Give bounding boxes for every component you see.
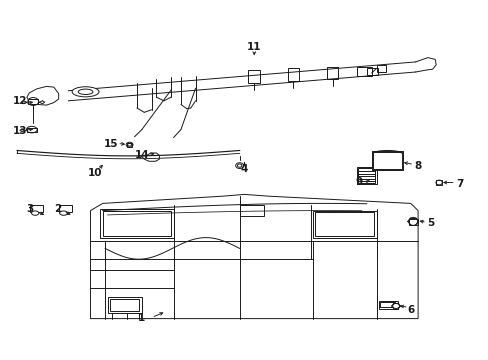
Bar [366,68,377,75]
Ellipse shape [60,211,67,215]
Ellipse shape [235,163,243,168]
Bar [372,152,401,169]
Bar [315,212,373,236]
Ellipse shape [126,142,133,147]
Text: 3: 3 [27,204,34,214]
Text: 10: 10 [88,168,102,178]
Text: 13: 13 [13,126,28,136]
Text: 9: 9 [355,177,362,187]
Bar [435,180,441,185]
Polygon shape [141,153,159,161]
Polygon shape [90,194,417,319]
Bar [107,297,142,313]
Bar [127,143,132,147]
Bar [378,301,397,309]
Bar [287,68,299,81]
Bar [239,205,264,216]
Text: 14: 14 [134,150,149,160]
Text: 5: 5 [426,218,433,228]
Text: 2: 2 [54,204,61,214]
Text: 15: 15 [104,139,119,149]
Ellipse shape [28,98,39,105]
Bar [59,205,72,212]
Ellipse shape [392,303,399,309]
Ellipse shape [435,180,441,185]
Text: 4: 4 [240,164,248,174]
Ellipse shape [408,217,417,225]
Bar [248,70,260,83]
Text: 8: 8 [414,161,421,171]
Text: 7: 7 [455,179,463,189]
Ellipse shape [72,87,99,97]
Bar [28,99,38,104]
Bar [356,67,371,76]
Text: 1: 1 [138,312,145,323]
Bar [326,67,338,79]
Bar [30,205,42,212]
Bar [27,128,37,132]
Text: 12: 12 [13,96,28,106]
Bar [110,299,139,311]
Polygon shape [27,86,59,105]
Bar [380,302,394,307]
Bar [356,167,376,184]
Bar [358,168,374,183]
Bar [102,211,171,236]
Text: 11: 11 [246,42,261,52]
Bar [408,219,417,225]
Bar [312,211,376,238]
Bar [100,209,173,238]
Bar [376,65,386,72]
Text: 6: 6 [407,305,413,315]
Bar [371,151,403,170]
Ellipse shape [26,126,37,133]
Ellipse shape [31,211,39,215]
